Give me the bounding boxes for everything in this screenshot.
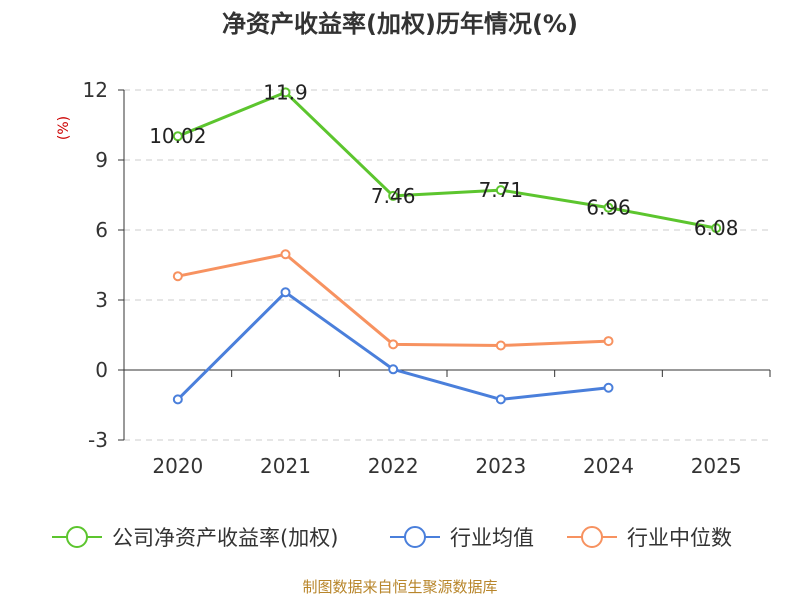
x-tick-label: 2024 — [583, 454, 634, 478]
x-tick-label: 2023 — [475, 454, 526, 478]
series-0 — [172, 87, 722, 234]
legend-item-1: 行业均值 — [390, 526, 534, 550]
y-tick-label: 6 — [95, 218, 108, 242]
x-tick-label: 2021 — [260, 454, 311, 478]
data-point — [280, 287, 291, 298]
data-point — [603, 382, 614, 393]
data-point — [172, 131, 183, 142]
data-label: 7.71 — [479, 178, 524, 202]
data-point — [388, 190, 399, 201]
x-tick-label: 2025 — [691, 454, 742, 478]
data-label: 6.96 — [586, 196, 631, 220]
data-point — [172, 394, 183, 405]
y-tick-label: 0 — [95, 358, 108, 382]
data-point — [603, 202, 614, 213]
data-label: 11.9 — [263, 80, 308, 104]
data-label: 7.46 — [371, 184, 416, 208]
data-point — [388, 364, 399, 375]
y-axis-unit-label: (%) — [56, 116, 72, 140]
legend: 公司净资产收益率(加权) 行业均值 行业中位数 — [52, 526, 732, 550]
x-tick-label: 2020 — [152, 454, 203, 478]
chart-title: 净资产收益率(加权)历年情况(%) — [222, 10, 578, 38]
y-tick-label: 9 — [95, 148, 108, 172]
source-note: 制图数据来自恒生聚源数据库 — [302, 578, 497, 596]
data-point — [280, 87, 291, 98]
data-point — [388, 339, 399, 350]
gridlines — [124, 89, 770, 441]
series-2 — [172, 249, 614, 351]
data-point — [172, 271, 183, 282]
data-point — [280, 249, 291, 260]
legend-item-0: 公司净资产收益率(加权) — [52, 526, 338, 550]
y-tick-label: 3 — [95, 288, 108, 312]
data-point — [495, 340, 506, 351]
data-point — [711, 223, 722, 234]
legend-label: 行业均值 — [450, 526, 534, 550]
series-line — [177, 90, 717, 230]
series-1 — [172, 287, 614, 405]
data-point — [495, 394, 506, 405]
legend-marker — [404, 526, 426, 548]
data-labels: 10.02 11.9 7.46 7.71 6.96 6.08 — [149, 80, 738, 240]
data-point — [495, 185, 506, 196]
y-tick-label: -3 — [88, 428, 108, 452]
data-point — [603, 336, 614, 347]
y-tick-label: 12 — [83, 78, 108, 102]
legend-marker — [66, 526, 88, 548]
data-label: 10.02 — [149, 124, 206, 148]
legend-marker — [581, 526, 603, 548]
series-layer — [172, 87, 722, 405]
data-label: 6.08 — [694, 216, 739, 240]
legend-label: 行业中位数 — [627, 526, 732, 550]
axes: -3 0 3 6 9 12 2020 2021 2022 2023 2024 2025 — [83, 78, 771, 478]
x-tick-label: 2022 — [368, 454, 419, 478]
legend-item-2: 行业中位数 — [567, 526, 732, 550]
legend-label: 公司净资产收益率(加权) — [112, 526, 338, 550]
